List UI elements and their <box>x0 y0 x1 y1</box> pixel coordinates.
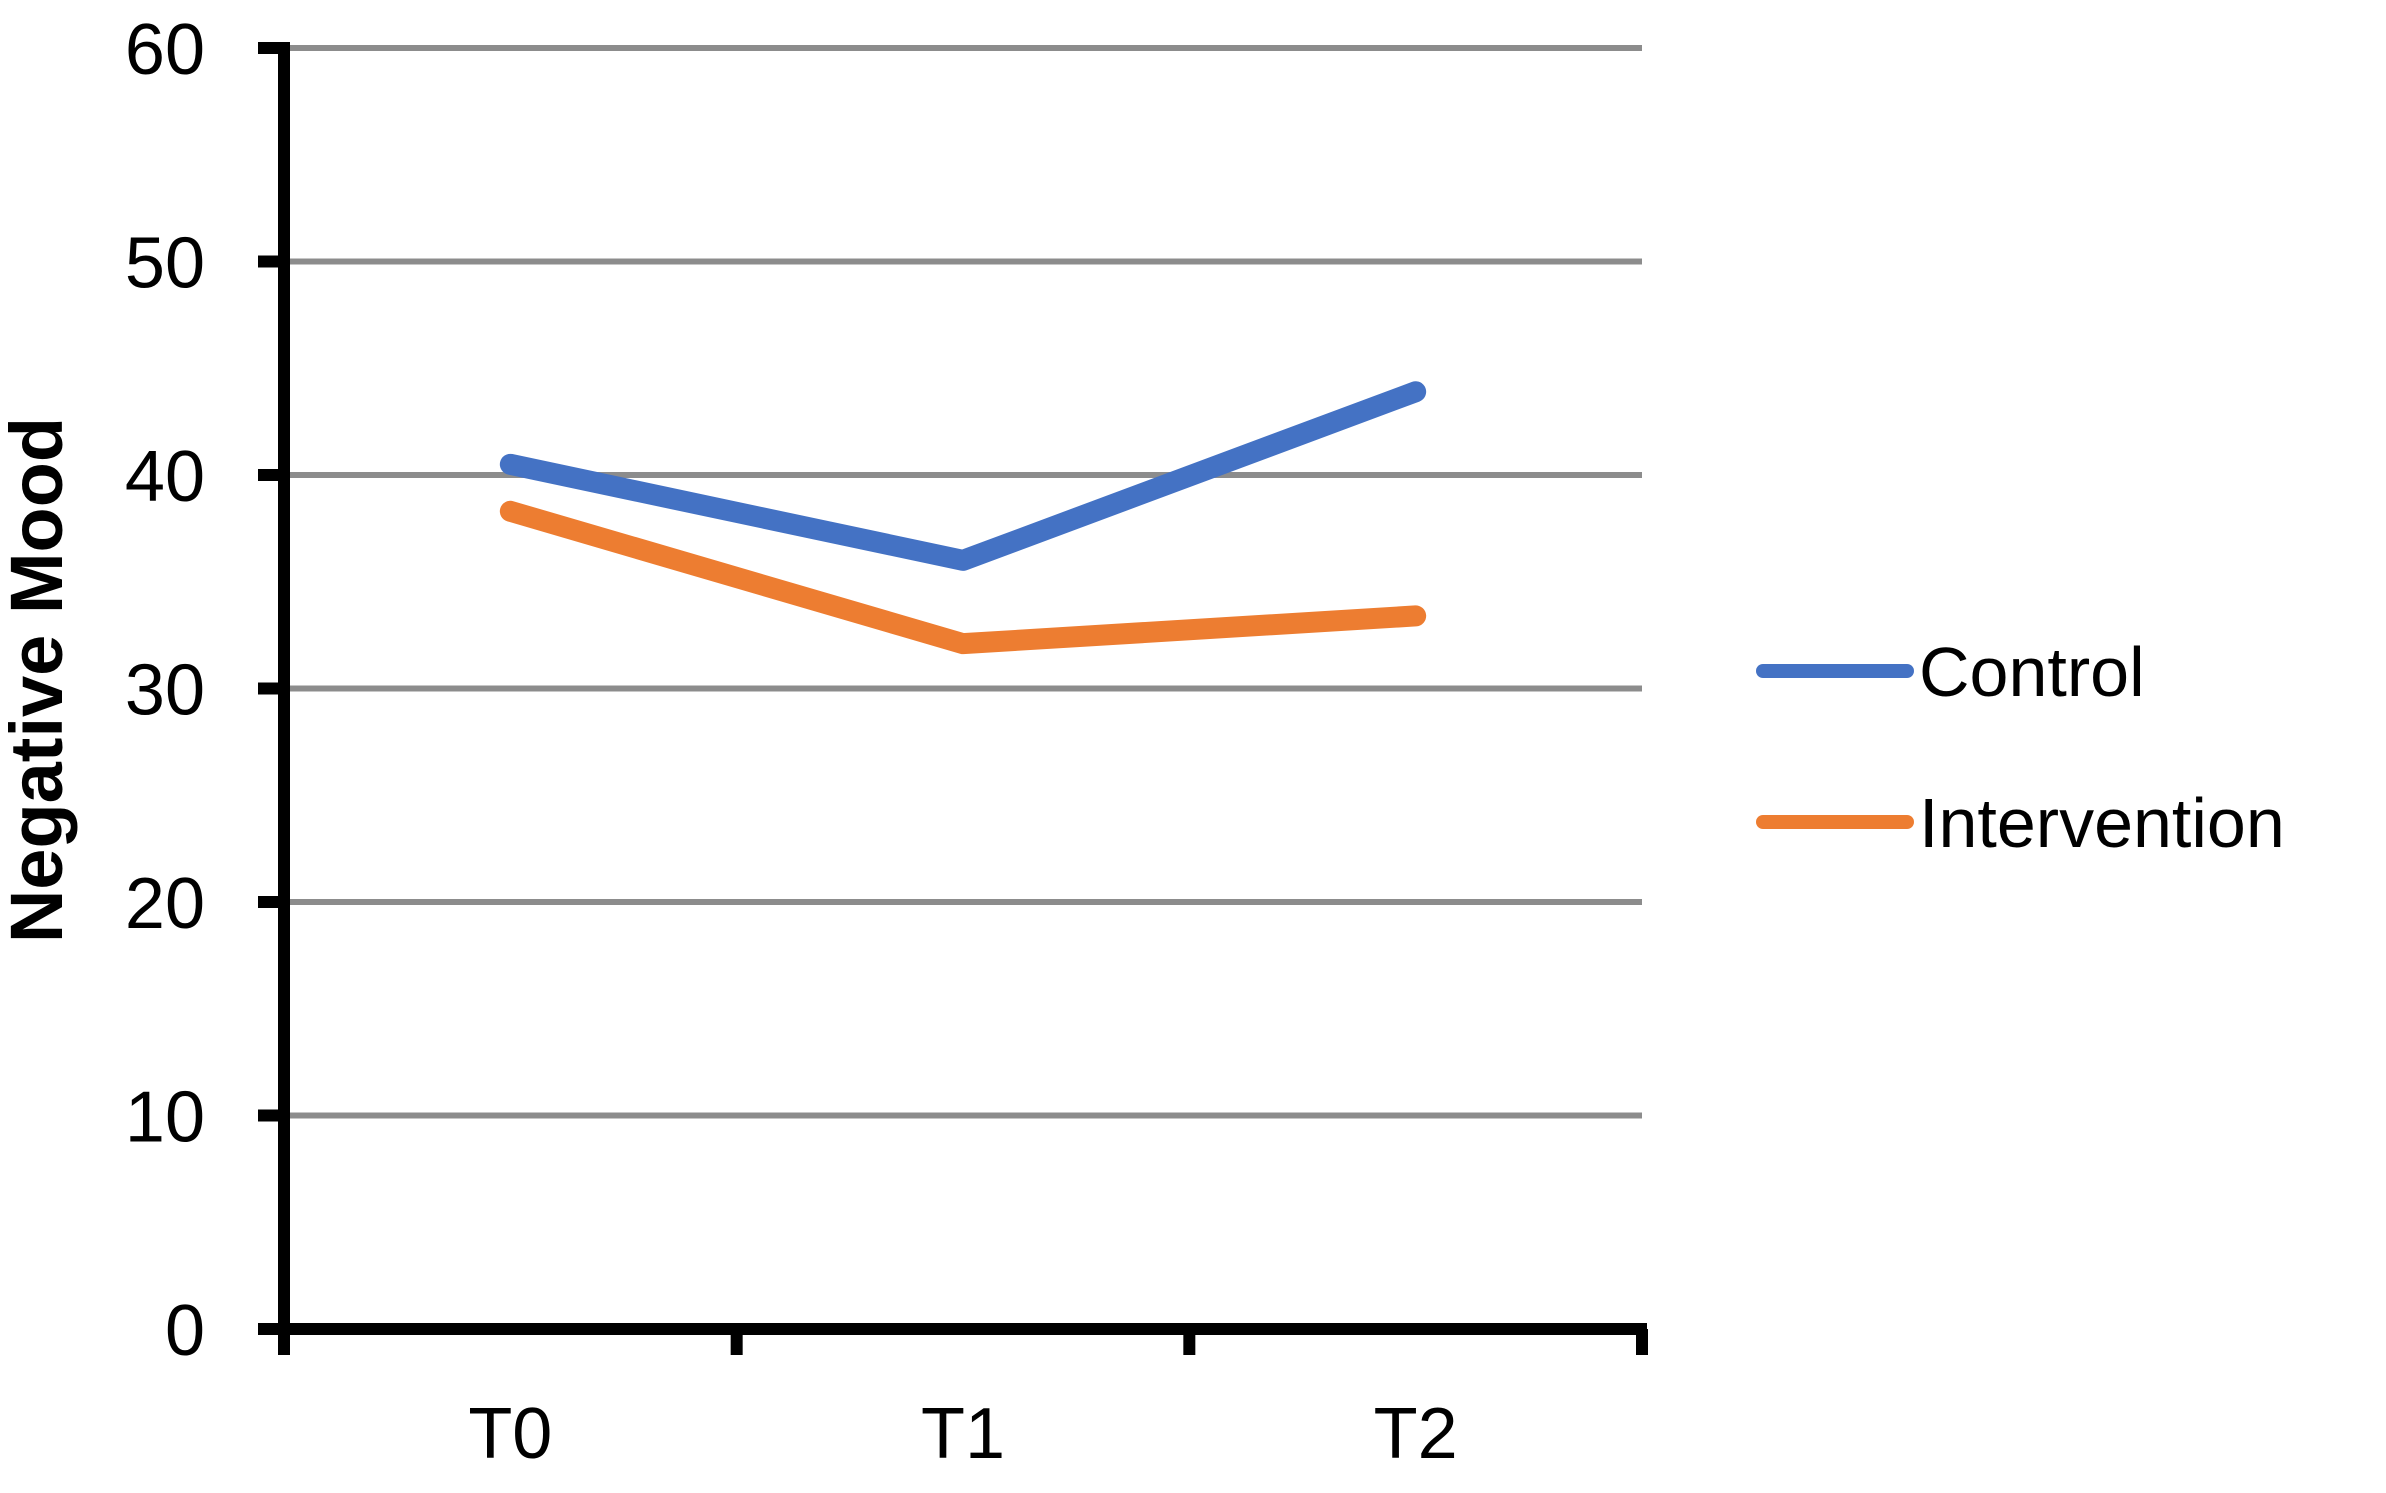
legend: Control Intervention <box>1756 633 2285 862</box>
y-tick-label: 30 <box>125 651 205 731</box>
y-tick-label: 20 <box>125 864 205 944</box>
y-tick-label: 40 <box>125 437 205 517</box>
legend-label-control: Control <box>1919 633 2145 711</box>
legend-label-intervention: Intervention <box>1919 784 2285 862</box>
x-tick-label: T2 <box>1374 1394 1458 1474</box>
series-group <box>499 381 1427 655</box>
x-tick-label: T0 <box>468 1394 552 1474</box>
y-tick-label: 10 <box>125 1078 205 1158</box>
axes-group <box>258 42 1647 1355</box>
gridlines-group <box>284 45 1642 1119</box>
y-tick-label: 50 <box>125 224 205 304</box>
series-line-intervention <box>499 500 1427 655</box>
y-axis-title: Negative Mood <box>0 417 78 943</box>
series-line-control <box>499 381 1427 571</box>
ticks-group <box>258 42 1648 1355</box>
y-tick-label: 60 <box>125 10 205 90</box>
labels-group: 0 10 20 30 40 50 60 T0 T1 T2 <box>125 10 1458 1474</box>
y-tick-label: 0 <box>165 1291 205 1371</box>
x-tick-label: T1 <box>921 1394 1005 1474</box>
